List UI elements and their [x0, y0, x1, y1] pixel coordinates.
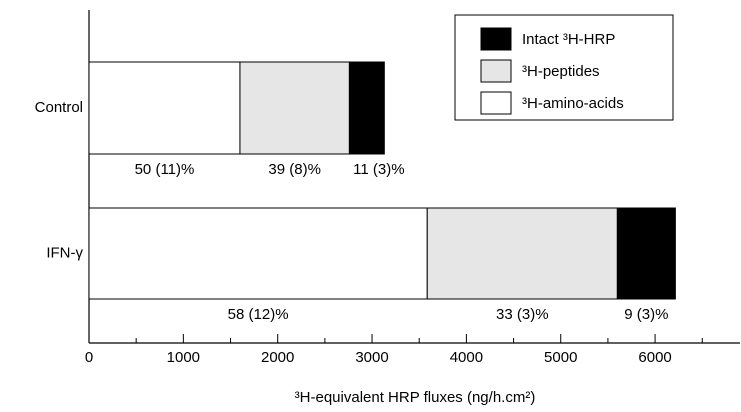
x-axis-title: ³H-equivalent HRP fluxes (ng/h.cm²): [295, 389, 536, 406]
x-tick-label: 6000: [638, 349, 671, 366]
x-tick-label: 0: [85, 349, 93, 366]
x-tick-label: 1000: [167, 349, 200, 366]
x-tick-label: 2000: [261, 349, 294, 366]
percent-label: 58 (12)%: [228, 306, 289, 323]
y-tick-label: Control: [35, 99, 83, 116]
percent-label: 11 (3)%: [353, 161, 404, 178]
bar-segment: [616, 207, 676, 300]
bar-segment: [348, 61, 385, 155]
x-tick-label: 3000: [355, 349, 388, 366]
legend-swatch: [480, 91, 512, 115]
legend-swatch: [480, 27, 512, 51]
percent-label: 9 (3)%: [624, 306, 668, 323]
bar-segment: [426, 207, 618, 300]
percent-label: 39 (8)%: [268, 161, 321, 178]
legend-swatch: [480, 59, 512, 83]
bar-segment: [88, 61, 241, 155]
bar-segment: [88, 207, 428, 300]
x-tick-label: 5000: [544, 349, 577, 366]
y-tick-label: IFN-γ: [46, 244, 83, 261]
legend-label: ³H-amino-acids: [522, 95, 624, 112]
bar-segment: [239, 61, 350, 155]
x-tick-label: 4000: [450, 349, 483, 366]
legend-label: Intact ³H-HRP: [522, 31, 615, 48]
percent-label: 33 (3)%: [496, 306, 549, 323]
legend-label: ³H-peptides: [522, 63, 600, 80]
percent-label: 50 (11)%: [135, 161, 195, 178]
